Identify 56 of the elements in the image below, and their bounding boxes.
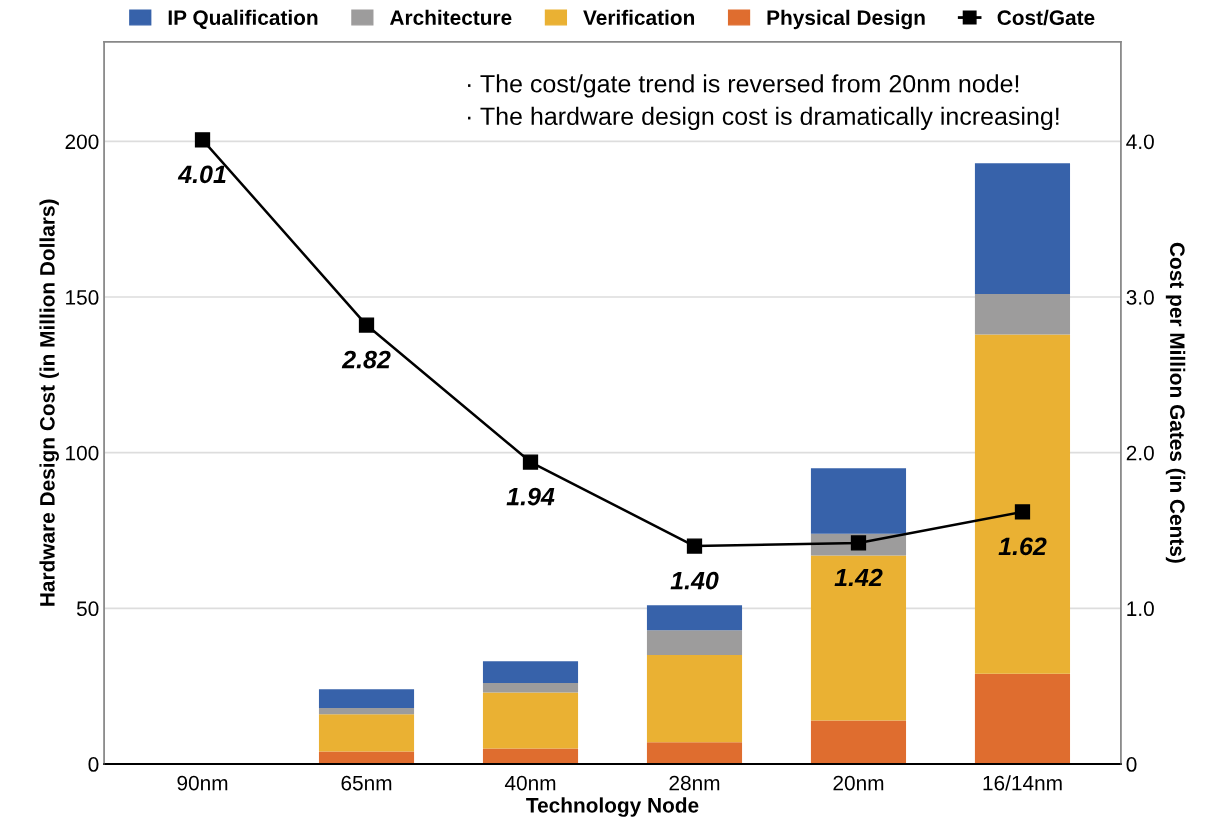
data-label: 4.01 (177, 165, 226, 184)
bar (974, 334, 1071, 674)
y2-tick-label: 1.0 (1127, 601, 1154, 617)
x-tick-label: 40nm (504, 775, 556, 791)
y-axis-title: Hardware Design Cost (in Million Dollars) (39, 199, 59, 606)
legend-label: Cost/Gate (997, 9, 1095, 26)
y2-axis-title: Cost per Million Gates (in Cents) (1165, 242, 1186, 563)
bar (646, 655, 743, 743)
bar (974, 163, 1071, 294)
bar (810, 555, 907, 721)
legend-label: IP Qualification (168, 9, 318, 29)
point (1014, 504, 1031, 520)
annotation: · The hardware design cost is dramatically increasing! (468, 106, 1059, 131)
data-label: 1.40 (670, 571, 719, 590)
bar (974, 673, 1071, 765)
data-label: 1.94 (506, 487, 555, 506)
bar (318, 714, 415, 752)
bar (482, 692, 579, 749)
x-tick-label: 20nm (833, 775, 884, 791)
bar (974, 293, 1071, 335)
point (850, 535, 867, 551)
y-tick-label: 200 (65, 134, 99, 150)
legend-label: Verification (583, 9, 695, 26)
bar (646, 630, 743, 656)
y-tick-label: 150 (66, 290, 99, 305)
legend-label: Architecture (389, 9, 512, 26)
bar (482, 661, 579, 684)
x-tick-label: 16/14nm (983, 775, 1062, 791)
y2-tick-label: 3.0 (1126, 290, 1154, 305)
bar (646, 605, 743, 631)
data-label: 1.42 (834, 568, 883, 587)
point (358, 317, 375, 333)
data-label: 2.82 (341, 350, 391, 369)
y2-tick-label: 0 (1126, 757, 1137, 772)
point (522, 454, 539, 470)
y-tick-label: 0 (88, 757, 99, 772)
bar (482, 748, 579, 765)
bar (318, 707, 415, 715)
y2-tick-label: 4.0 (1126, 134, 1154, 150)
data-label: 1.62 (998, 537, 1047, 556)
bar (810, 720, 907, 765)
point (686, 538, 703, 554)
bar (810, 468, 907, 534)
y2-tick-label: 2.0 (1126, 445, 1154, 461)
y-tick-label: 50 (76, 601, 99, 617)
bar (646, 742, 743, 765)
point (194, 132, 211, 148)
bar (482, 683, 579, 693)
x-tick-label: 90nm (177, 775, 228, 791)
bar (318, 689, 415, 708)
legend-label: Physical Design (767, 9, 925, 30)
x-axis-title: Technology Node (526, 797, 699, 817)
annotation: · The cost/gate trend is reversed from 20nm node! (468, 74, 1019, 98)
x-tick-label: 65nm (341, 775, 392, 791)
y-tick-label: 100 (66, 445, 99, 461)
x-tick-label: 28nm (669, 775, 720, 791)
